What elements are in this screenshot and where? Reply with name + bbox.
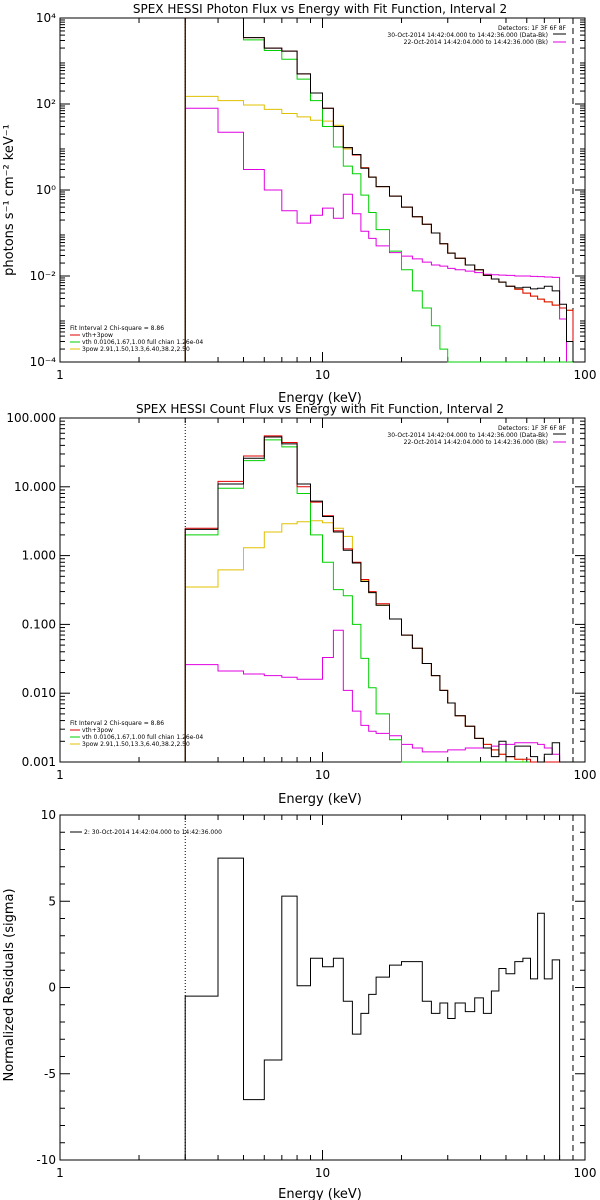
photon-flux-legend-thermal: vth 0.0106,1.67,1.00 full chian 1.26e-04 [82,339,203,346]
photon-flux-ylabel: photons s⁻¹ cm⁻² keV⁻¹ [2,124,17,276]
count-flux-legend-thermal: vth 0.0106,1.67,1.00 full chian 1.26e-04 [82,734,203,741]
photon-flux-y-tick-label: 10⁰ [36,183,56,197]
photon-flux-panel: SPEX HESSI Photon Flux vs Energy with Fi… [2,2,596,406]
count-flux-plot-frame [59,417,586,763]
count-flux-header-bk: 22-Oct-2014 14:42:04.000 to 14:42:36.000… [404,439,548,446]
photon-flux-legend-powerlaw: 3pow 2.91,1.50,13.3,6.40,38.2,2.50 [82,346,190,353]
count-flux-xlabel: Energy (keV) [278,792,362,807]
photon-flux-series-thermal [184,17,573,363]
photon-flux-x-tick-label: 100 [574,368,597,382]
residuals-x-tick-label: 1 [56,1166,64,1180]
photon-flux-y-tick-label: 10⁴ [36,11,56,25]
photon-flux-series-background [184,107,573,363]
residuals-ylabel: Normalized Residuals (sigma) [2,888,17,1081]
residuals-panel: Energy (keV) Normalized Residuals (sigma… [2,808,596,1200]
photon-flux-title: SPEX HESSI Photon Flux vs Energy with Fi… [133,2,507,16]
residuals-y-tick-label: -10 [36,1153,56,1167]
count-flux-title: SPEX HESSI Count Flux vs Energy with Fit… [136,402,504,416]
residuals-plot-frame [59,814,586,1161]
residuals-legend-label: 2: 30-Oct-2014 14:42:04.000 to 14:42:36.… [84,829,222,836]
photon-flux-header-bk: 22-Oct-2014 14:42:04.000 to 14:42:36.000… [404,39,548,46]
count-flux-header-data: 30-Oct-2014 14:42:04.000 to 14:42:36.000… [387,432,548,439]
residuals-y-tick-label: 5 [48,894,56,908]
count-flux-series-powerlaw [184,520,573,763]
photon-flux-xlabel: Energy (keV) [278,391,362,406]
photon-flux-fit-label: Fit Interval 2 Chi-square = 8.86 [70,325,164,332]
photon-flux-series-data [184,17,574,362]
count-flux-y-tick-label: 0.010 [22,686,56,700]
count-flux-y-tick-label: 1.000 [22,549,56,563]
count-flux-x-tick-label: 1 [56,768,64,782]
photon-flux-legend-total: vth+3pow [82,332,113,339]
count-flux-y-tick-label: 10.000 [14,480,56,494]
count-flux-legend-powerlaw: 3pow 2.91,1.50,13.3,6.40,38.2,2.50 [82,741,190,748]
count-flux-legend-total: vth+3pow [82,727,113,734]
count-flux-y-tick-label: 0.100 [22,617,56,631]
residuals-series-residuals [184,857,573,1161]
photon-flux-header-detectors: Detectors: 1F 3F 6F 8F [498,25,567,32]
count-flux-y-tick-label: 0.001 [22,755,56,769]
count-flux-series-thermal [184,439,573,763]
count-flux-x-tick-label: 100 [574,768,597,782]
residuals-y-tick-label: 10 [41,808,56,822]
photon-flux-header-data: 30-Oct-2014 14:42:04.000 to 14:42:36.000… [387,32,548,39]
photon-flux-series-total [184,17,574,362]
residuals-y-tick-label: -5 [44,1067,56,1081]
residuals-x-tick-label: 10 [315,1166,330,1180]
photon-flux-y-tick-label: 10² [36,97,56,111]
photon-flux-y-tick-label: 10⁻² [30,269,57,283]
count-flux-series-background [184,629,573,763]
photon-flux-y-tick-label: 10⁻⁴ [30,355,57,369]
count-flux-series-data [184,436,573,763]
count-flux-header-detectors: Detectors: 1F 3F 6F 8F [498,425,567,432]
residuals-xlabel: Energy (keV) [278,1187,362,1200]
residuals-y-tick-label: 0 [48,981,56,995]
photon-flux-x-tick-label: 10 [315,368,330,382]
photon-flux-plot-frame [59,17,586,363]
photon-flux-x-tick-label: 1 [56,368,64,382]
count-flux-y-tick-label: 100.000 [6,411,56,425]
count-flux-fit-label: Fit Interval 2 Chi-square = 8.86 [70,720,164,727]
residuals-x-tick-label: 100 [574,1166,597,1180]
count-flux-x-tick-label: 10 [315,768,330,782]
count-flux-panel: SPEX HESSI Count Flux vs Energy with Fit… [6,402,596,807]
